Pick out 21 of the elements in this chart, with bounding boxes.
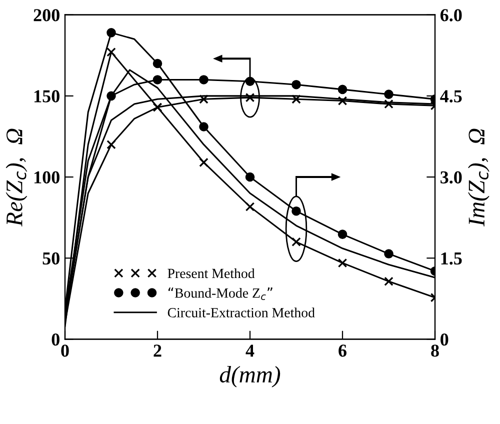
x-tick-label: 6 bbox=[338, 344, 346, 357]
y-tick-label: 0 bbox=[52, 333, 60, 346]
y2-tick-label: 0 bbox=[440, 333, 448, 346]
y2-tick-label: 3.0 bbox=[440, 171, 462, 184]
y2-tick-label: 6.0 bbox=[440, 9, 462, 22]
y-tick-label: 100 bbox=[34, 171, 60, 184]
x-tick-label: 8 bbox=[431, 344, 439, 357]
x-tick-label: 0 bbox=[61, 344, 69, 357]
y-tick-label: 50 bbox=[42, 252, 60, 265]
x-tick-label: 4 bbox=[246, 344, 254, 357]
y-axis-title: Re(Z$_{c}$), Ω bbox=[6, 128, 28, 226]
y2-tick-label: 4.5 bbox=[440, 90, 462, 102]
legend-label: “Bound-Mode Z$_{c}$” bbox=[168, 287, 272, 300]
x-tick-label: 2 bbox=[154, 344, 162, 357]
y2-tick-label: 1.5 bbox=[441, 252, 462, 265]
legend-label: Present Method bbox=[168, 268, 255, 278]
x-axis-title: d(mm) bbox=[220, 366, 280, 388]
y-tick-label: 200 bbox=[34, 9, 60, 22]
legend-label: Circuit-Extraction Method bbox=[168, 308, 315, 318]
y-tick-label: 150 bbox=[34, 90, 60, 102]
y2-axis-title: Im(Z$_{c}$), Ω bbox=[468, 128, 490, 226]
